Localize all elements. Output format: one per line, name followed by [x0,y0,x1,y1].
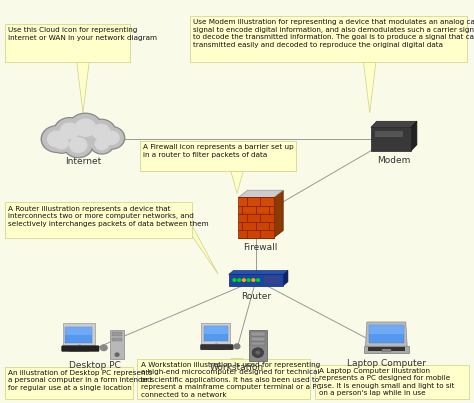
FancyBboxPatch shape [239,198,273,212]
Circle shape [68,113,102,142]
FancyBboxPatch shape [204,326,228,341]
Text: Desktop PC: Desktop PC [69,361,121,370]
Text: Firewall: Firewall [244,243,278,251]
FancyBboxPatch shape [382,349,391,352]
Circle shape [55,137,68,149]
Circle shape [86,119,116,144]
FancyBboxPatch shape [368,347,405,351]
Polygon shape [371,121,417,127]
FancyBboxPatch shape [5,24,130,62]
Circle shape [247,279,250,281]
Circle shape [100,128,123,148]
FancyBboxPatch shape [190,16,467,62]
Text: Workstation: Workstation [210,363,264,372]
Text: Internet: Internet [65,157,101,166]
Circle shape [41,126,73,152]
FancyBboxPatch shape [249,330,267,361]
Circle shape [54,118,85,144]
Text: Router: Router [241,292,271,301]
FancyBboxPatch shape [137,359,310,399]
Circle shape [91,135,112,153]
Circle shape [95,138,109,150]
FancyBboxPatch shape [65,327,92,343]
FancyBboxPatch shape [251,342,265,345]
FancyBboxPatch shape [364,346,409,353]
Text: An illustration of Desktop PC represents
a personal computer in a form intended
: An illustration of Desktop PC represents… [8,370,152,391]
Polygon shape [238,190,283,197]
FancyBboxPatch shape [238,197,274,238]
FancyBboxPatch shape [65,327,92,334]
Circle shape [64,133,93,158]
FancyBboxPatch shape [374,131,403,137]
Circle shape [233,279,236,281]
FancyBboxPatch shape [63,323,95,345]
Circle shape [104,131,119,144]
Circle shape [51,134,72,152]
Text: A Workstation illustration is used for representing
a high-end microcomputer des: A Workstation illustration is used for r… [141,362,321,398]
Polygon shape [231,359,243,367]
FancyBboxPatch shape [264,276,280,284]
Circle shape [98,127,125,149]
Circle shape [43,127,71,151]
Circle shape [100,345,107,351]
Circle shape [252,348,264,357]
Circle shape [88,120,114,143]
Text: Use this Cloud icon for representing
Internet or WAN in your network diagram: Use this Cloud icon for representing Int… [8,27,157,41]
FancyBboxPatch shape [369,325,404,343]
Polygon shape [365,322,407,346]
Text: A Router illustration represents a device that
interconnects two or more compute: A Router illustration represents a devic… [8,206,209,226]
Circle shape [70,138,87,152]
FancyBboxPatch shape [140,141,296,171]
Polygon shape [77,62,89,113]
Circle shape [50,133,73,153]
Text: A Firewall icon represents a barrier set up
in a router to filter packets of dat: A Firewall icon represents a barrier set… [143,144,294,158]
Text: Use Modem illustration for representing a device that modulates an analog carrie: Use Modem illustration for representing … [193,19,474,48]
Circle shape [252,279,255,281]
Circle shape [257,279,260,281]
Circle shape [70,114,101,141]
Text: Laptop Computer: Laptop Computer [347,359,426,368]
Circle shape [234,344,240,349]
Circle shape [92,125,109,139]
Circle shape [55,119,84,143]
FancyBboxPatch shape [62,346,99,351]
Circle shape [60,123,79,139]
FancyBboxPatch shape [201,323,230,344]
FancyBboxPatch shape [5,202,192,238]
Circle shape [242,279,246,281]
Polygon shape [274,190,283,238]
Polygon shape [411,121,417,151]
FancyBboxPatch shape [251,337,265,341]
FancyBboxPatch shape [371,127,411,151]
Circle shape [115,353,119,356]
Circle shape [47,131,66,147]
Polygon shape [283,270,288,286]
Circle shape [255,351,260,355]
Circle shape [65,134,91,156]
Polygon shape [364,62,376,113]
Text: Modem: Modem [377,156,410,164]
FancyBboxPatch shape [112,332,122,336]
Circle shape [90,134,114,154]
Text: A Laptop Computer illustration
represents a PC designed for mobile
use. It is en: A Laptop Computer illustration represent… [319,368,454,397]
Circle shape [75,119,95,136]
FancyBboxPatch shape [112,338,122,341]
FancyBboxPatch shape [228,274,283,286]
FancyBboxPatch shape [5,367,133,399]
FancyBboxPatch shape [110,330,124,359]
FancyBboxPatch shape [251,332,265,336]
FancyBboxPatch shape [204,326,228,334]
Circle shape [237,279,241,281]
Polygon shape [192,225,218,274]
FancyBboxPatch shape [369,325,404,334]
Polygon shape [228,270,288,274]
Polygon shape [380,365,392,367]
FancyBboxPatch shape [315,365,469,399]
FancyBboxPatch shape [201,345,233,350]
Polygon shape [231,171,243,193]
